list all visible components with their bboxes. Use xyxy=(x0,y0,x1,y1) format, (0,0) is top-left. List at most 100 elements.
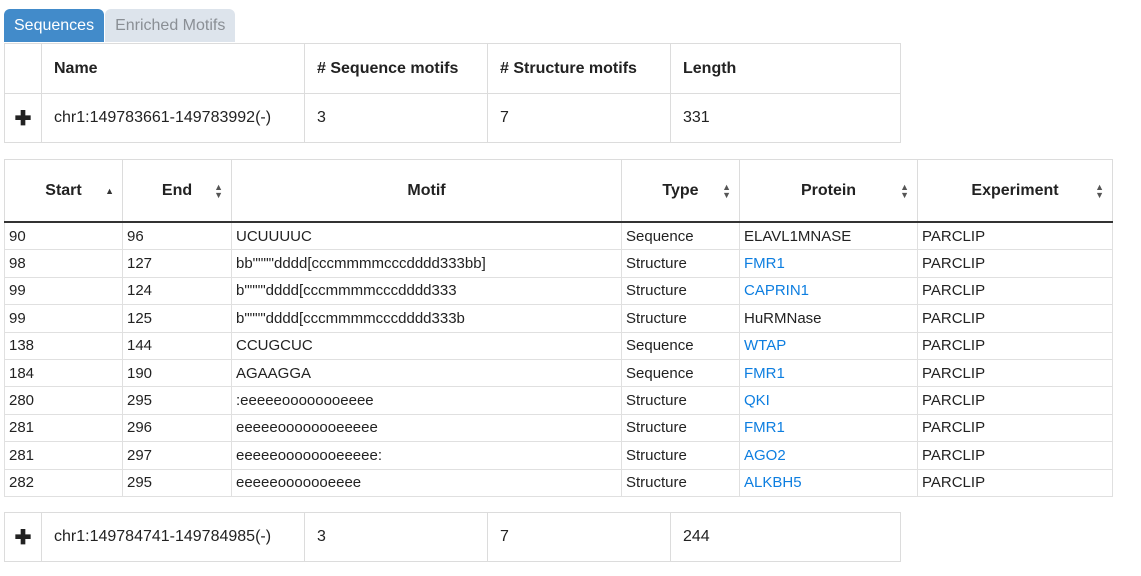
motif-table-header: Start ▲ End ▲ ▼ Motif Type ▲ ▼ Protein ▲ ▼ Expe… xyxy=(4,159,1113,223)
cell-protein[interactable]: AGO2 xyxy=(739,441,918,470)
cell-type: Structure xyxy=(621,249,740,278)
table-row: 184 190 AGAAGGA Sequence FMR1 PARCLIP xyxy=(4,358,1113,388)
plus-icon[interactable]: ✚ xyxy=(4,93,42,143)
cell-end: 124 xyxy=(122,276,232,306)
cell-type: Sequence xyxy=(621,331,740,360)
sequence-length: 244 xyxy=(670,512,901,562)
cell-type: Structure xyxy=(621,304,740,333)
cell-type: Sequence xyxy=(621,358,740,388)
column-header-struct-motifs[interactable]: # Structure motifs xyxy=(487,43,671,94)
column-header-experiment[interactable]: Experiment ▲ ▼ xyxy=(917,159,1113,223)
sequence-table: Name # Sequence motifs # Structure motif… xyxy=(4,43,901,143)
structure-motif-count: 7 xyxy=(487,93,671,143)
cell-protein[interactable]: FMR1 xyxy=(739,358,918,388)
sort-arrows-icon: ▲ ▼ xyxy=(214,181,223,200)
sort-arrows-icon: ▲ ▼ xyxy=(900,181,909,200)
sequence-length: 331 xyxy=(670,93,901,143)
structure-motif-count: 7 xyxy=(487,512,671,562)
cell-protein[interactable]: WTAP xyxy=(739,331,918,360)
table-row: 99 124 b""""dddd[cccmmmmcccdddd333 Structur… xyxy=(4,276,1113,306)
sequence-name: chr1:149784741-149784985(-) xyxy=(41,512,305,562)
cell-experiment: PARCLIP xyxy=(917,331,1113,360)
tab-enriched-motifs[interactable]: Enriched Motifs xyxy=(105,9,236,42)
cell-end: 125 xyxy=(122,304,232,333)
column-header-length[interactable]: Length xyxy=(670,43,901,94)
cell-start: 99 xyxy=(4,276,123,306)
motif-table: Start ▲ End ▲ ▼ Motif Type ▲ ▼ Protein ▲ ▼ Expe… xyxy=(4,159,1113,497)
cell-motif: AGAAGGA xyxy=(231,358,622,388)
cell-protein[interactable]: ALKBH5 xyxy=(739,468,918,497)
cell-start: 280 xyxy=(4,386,123,415)
cell-experiment: PARCLIP xyxy=(917,441,1113,470)
column-header-protein[interactable]: Protein ▲ ▼ xyxy=(739,159,918,223)
cell-protein[interactable]: CAPRIN1 xyxy=(739,276,918,306)
table-row: 99 125 b""""dddd[cccmmmmcccdddd333b Structu… xyxy=(4,304,1113,333)
table-row: 282 295 eeeeeooooooeeee Structure ALKBH5 PARC… xyxy=(4,468,1113,497)
cell-motif: CCUGCUC xyxy=(231,331,622,360)
cell-type: Structure xyxy=(621,441,740,470)
cell-start: 98 xyxy=(4,249,123,278)
table-row: 281 297 eeeeeoooooooeeeee: Structure AGO2 PAR… xyxy=(4,441,1113,470)
cell-end: 96 xyxy=(122,221,232,251)
cell-type: Structure xyxy=(621,276,740,306)
cell-experiment: PARCLIP xyxy=(917,386,1113,415)
cell-start: 184 xyxy=(4,358,123,388)
table-row: 138 144 CCUGCUC Sequence WTAP PARCLIP xyxy=(4,331,1113,360)
cell-end: 295 xyxy=(122,468,232,497)
cell-motif: b""""dddd[cccmmmmcccdddd333b xyxy=(231,304,622,333)
cell-motif: UCUUUUC xyxy=(231,221,622,251)
table-row: ✚ chr1:149784741-149784985(-) 3 7 244 xyxy=(4,512,901,562)
cell-experiment: PARCLIP xyxy=(917,468,1113,497)
cell-protein[interactable]: QKI xyxy=(739,386,918,415)
motif-table-body: 90 96 UCUUUUC Sequence ELAVL1MNASE PARCLIP 98 1… xyxy=(4,221,1113,497)
column-header-start[interactable]: Start ▲ xyxy=(4,159,123,223)
cell-experiment: PARCLIP xyxy=(917,249,1113,278)
table-row: 90 96 UCUUUUC Sequence ELAVL1MNASE PARCLIP xyxy=(4,221,1113,251)
cell-end: 297 xyxy=(122,441,232,470)
cell-end: 190 xyxy=(122,358,232,388)
cell-protein[interactable]: FMR1 xyxy=(739,413,918,443)
cell-type: Structure xyxy=(621,386,740,415)
sort-ascending-icon: ▲ xyxy=(105,185,114,196)
column-header-label: Experiment xyxy=(971,181,1059,199)
sequence-motif-count: 3 xyxy=(304,512,488,562)
cell-experiment: PARCLIP xyxy=(917,358,1113,388)
sort-arrows-icon: ▲ ▼ xyxy=(722,181,731,200)
tab-bar: Sequences Enriched Motifs xyxy=(4,9,236,43)
cell-experiment: PARCLIP xyxy=(917,276,1113,306)
cell-start: 138 xyxy=(4,331,123,360)
cell-protein[interactable]: FMR1 xyxy=(739,249,918,278)
column-header-label: Type xyxy=(662,181,699,199)
column-header-type[interactable]: Type ▲ ▼ xyxy=(621,159,740,223)
column-header-motif[interactable]: Motif xyxy=(231,159,622,223)
table-row: 281 296 eeeeeoooooooeeeee Structure FMR1 PARC… xyxy=(4,413,1113,443)
cell-type: Sequence xyxy=(621,221,740,251)
column-header-name[interactable]: Name xyxy=(41,43,305,94)
cell-start: 281 xyxy=(4,413,123,443)
expand-column-header xyxy=(4,43,42,94)
cell-experiment: PARCLIP xyxy=(917,304,1113,333)
cell-end: 295 xyxy=(122,386,232,415)
plus-icon[interactable]: ✚ xyxy=(4,512,42,562)
tab-sequences[interactable]: Sequences xyxy=(4,9,105,42)
cell-motif: b""""dddd[cccmmmmcccdddd333 xyxy=(231,276,622,306)
table-row: 98 127 bb""""dddd[cccmmmmcccdddd333bb] Stru… xyxy=(4,249,1113,278)
cell-protein: ELAVL1MNASE xyxy=(739,221,918,251)
table-row: 280 295:eeeeeoooooooeeee Structure QKI PARCL… xyxy=(4,386,1113,415)
cell-experiment: PARCLIP xyxy=(917,221,1113,251)
sequence-table-header: Name # Sequence motifs # Structure motif… xyxy=(4,43,901,94)
cell-start: 281 xyxy=(4,441,123,470)
cell-start: 282 xyxy=(4,468,123,497)
column-header-label: Protein xyxy=(800,181,857,199)
column-header-end[interactable]: End ▲ ▼ xyxy=(122,159,232,223)
cell-motif: eeeeeoooooooeeeee xyxy=(231,413,622,443)
cell-motif: eeeeeoooooooeeeee: xyxy=(231,441,622,470)
sort-arrows-icon: ▲ ▼ xyxy=(1095,181,1104,200)
cell-experiment: PARCLIP xyxy=(917,413,1113,443)
cell-motif: eeeeeooooooeeee xyxy=(231,468,622,497)
cell-start: 90 xyxy=(4,221,123,251)
cell-type: Structure xyxy=(621,468,740,497)
cell-motif: bb""""dddd[cccmmmmcccdddd333bb] xyxy=(231,249,622,278)
column-header-seq-motifs[interactable]: # Sequence motifs xyxy=(304,43,488,94)
table-row: ✚ chr1:149783661-149783992(-) 3 7 331 xyxy=(4,93,901,143)
